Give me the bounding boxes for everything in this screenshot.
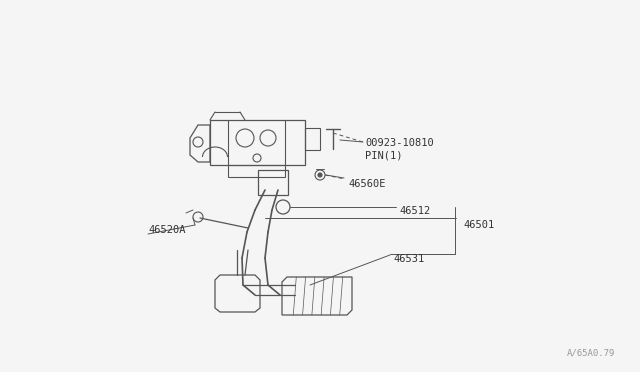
Text: PIN(1): PIN(1) [365,150,403,160]
Text: 46512: 46512 [399,206,430,216]
Text: 46560E: 46560E [348,179,385,189]
Text: 46501: 46501 [463,220,494,230]
Text: 46520A: 46520A [148,225,186,235]
Circle shape [318,173,322,177]
Text: 00923-10810: 00923-10810 [365,138,434,148]
Text: A/65A0.79: A/65A0.79 [566,349,615,358]
Text: 46531: 46531 [393,254,424,264]
